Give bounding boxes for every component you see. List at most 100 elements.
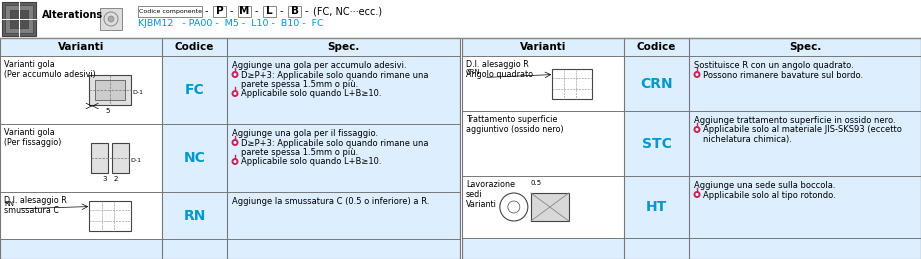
Text: Codice componente: Codice componente [138,9,202,14]
Text: 5: 5 [105,108,110,114]
Text: Codice: Codice [636,42,676,52]
Bar [238,6,251,17]
Bar [138,6,202,17]
Text: -: - [205,6,208,17]
Circle shape [108,16,114,22]
Bar [288,6,301,17]
Text: FC: FC [184,83,204,97]
Bar [0,38,460,259]
Bar [460,38,462,259]
Text: sedi: sedi [466,190,483,199]
Text: parete spessa 1.5mm o più.: parete spessa 1.5mm o più. [241,148,358,157]
Text: Angolo quadrato: Angolo quadrato [466,70,533,79]
Circle shape [231,90,239,97]
Bar [553,68,592,98]
Bar [2,2,36,36]
Text: -: - [230,6,234,17]
Text: STC: STC [642,136,671,150]
Text: Trattamento superficie: Trattamento superficie [466,115,557,124]
Text: CRN: CRN [466,69,481,76]
Text: D-1: D-1 [132,90,143,95]
Text: D≥P+3: Applicabile solo quando rimane una: D≥P+3: Applicabile solo quando rimane un… [241,70,428,80]
Text: D≥P+3: Applicabile solo quando rimane una: D≥P+3: Applicabile solo quando rimane un… [241,139,428,147]
Bar [100,8,122,30]
Text: aggiuntivo (ossido nero): aggiuntivo (ossido nero) [466,125,564,134]
Bar [0,56,162,124]
Text: Lavorazione: Lavorazione [466,180,515,189]
Bar [213,6,226,17]
Circle shape [234,92,237,95]
Text: RN: RN [4,201,14,207]
Text: P: P [216,6,223,17]
Text: (Per accumulo adesivi): (Per accumulo adesivi) [4,70,96,79]
Circle shape [694,126,701,133]
Circle shape [234,141,237,144]
Bar [0,124,162,192]
Text: Varianti gola: Varianti gola [4,128,54,137]
Text: Aggiunge la smussatura C (0.5 o inferiore) a R.: Aggiunge la smussatura C (0.5 o inferior… [232,197,429,206]
Text: -: - [280,6,284,17]
Text: 2: 2 [113,176,118,182]
Text: L: L [266,6,273,17]
Circle shape [231,71,239,78]
Bar [95,80,125,100]
Text: Applicabile solo al tipo rotondo.: Applicabile solo al tipo rotondo. [703,191,835,199]
Bar [112,143,129,173]
Text: smussatura C: smussatura C [4,206,59,215]
Text: Possono rimanere bavature sul bordo.: Possono rimanere bavature sul bordo. [703,70,863,80]
Text: Codice: Codice [175,42,215,52]
Bar [530,193,569,221]
Circle shape [234,160,237,163]
Text: (FC, NC···ecc.): (FC, NC···ecc.) [313,6,382,17]
Text: NC: NC [183,151,205,165]
Circle shape [695,193,698,196]
Text: nichelatura chimica).: nichelatura chimica). [703,135,792,144]
Text: -: - [305,6,309,17]
Text: Sostituisce R con un angolo quadrato.: Sostituisce R con un angolo quadrato. [694,61,854,70]
Bar [0,0,921,38]
Text: Spec.: Spec. [327,42,360,52]
Text: Aggiunge una gola per il fissaggio.: Aggiunge una gola per il fissaggio. [232,129,379,138]
Text: Aggiunge trattamento superficie in ossido nero.: Aggiunge trattamento superficie in ossid… [694,116,895,125]
Text: CRN: CRN [640,76,673,90]
Circle shape [695,73,698,76]
Text: Applicabile solo quando L+B≥10.: Applicabile solo quando L+B≥10. [241,90,381,98]
Text: RN: RN [183,208,205,222]
Text: (Per fissaggio): (Per fissaggio) [4,138,62,147]
Text: D.I. alesaggio R: D.I. alesaggio R [4,196,66,205]
Text: 3: 3 [102,176,107,182]
Text: D.I. alesaggio R: D.I. alesaggio R [466,60,529,69]
Bar [10,10,28,28]
Text: Alterations: Alterations [42,10,103,20]
Bar [462,111,624,176]
Text: Varianti: Varianti [58,42,104,52]
Circle shape [234,73,237,76]
Bar [462,38,921,259]
Bar [462,176,624,238]
Text: Varianti: Varianti [466,200,496,209]
Bar [0,192,162,239]
Bar [263,6,276,17]
Text: D-1: D-1 [130,157,141,162]
Bar [91,143,109,173]
Text: Varianti: Varianti [519,42,566,52]
Text: parete spessa 1.5mm o più.: parete spessa 1.5mm o più. [241,80,358,89]
Text: -: - [255,6,259,17]
Text: 0.5: 0.5 [530,180,542,186]
Text: Aggiunge una gola per accumulo adesivi.: Aggiunge una gola per accumulo adesivi. [232,61,407,70]
Text: Varianti gola: Varianti gola [4,60,54,69]
Text: B: B [290,6,298,17]
Text: Applicabile solo al materiale JIS-SKS93 (eccetto: Applicabile solo al materiale JIS-SKS93 … [703,126,902,134]
Circle shape [695,128,698,131]
Bar [5,5,33,33]
Circle shape [231,139,239,146]
Text: M: M [239,6,250,17]
Circle shape [694,191,701,198]
Text: Spec.: Spec. [788,42,822,52]
Text: KJBM12   - PA00 -  M5 -  L10 -  B10 -  FC: KJBM12 - PA00 - M5 - L10 - B10 - FC [138,19,323,28]
Bar [462,56,624,111]
Bar [89,75,131,105]
Bar [0,38,460,56]
Bar [89,200,131,231]
Text: Applicabile solo quando L+B≥10.: Applicabile solo quando L+B≥10. [241,157,381,167]
